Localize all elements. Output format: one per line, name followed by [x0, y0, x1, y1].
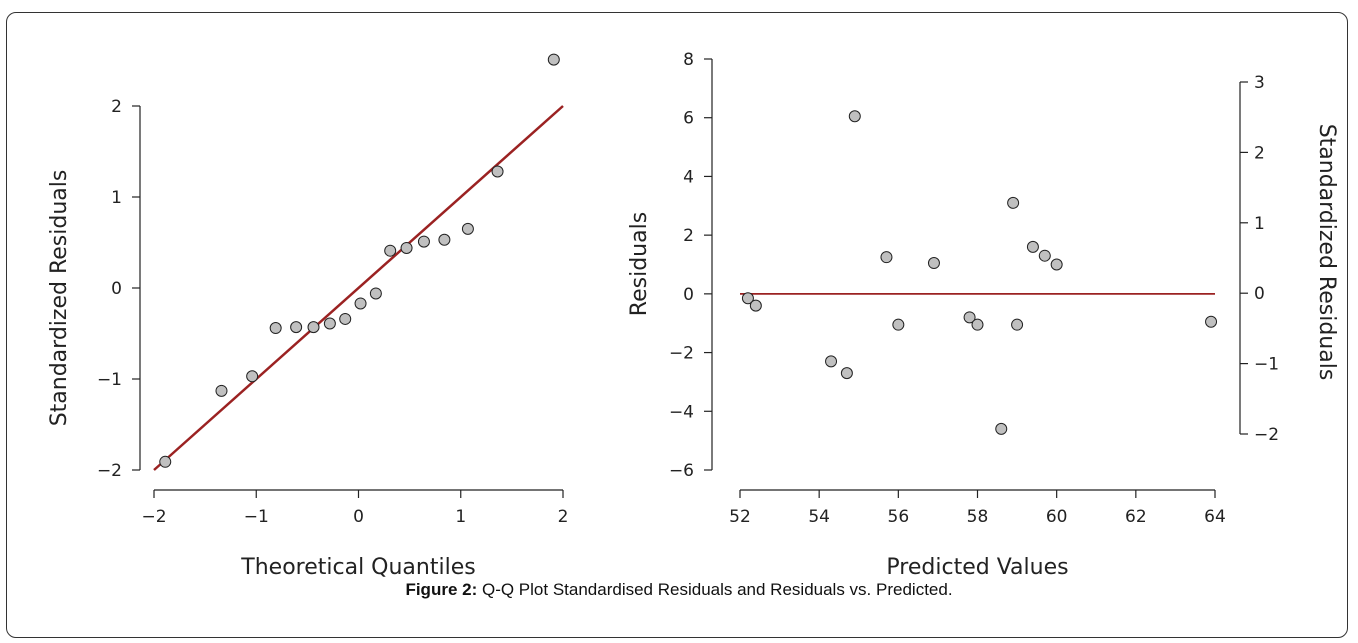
resid-x-tick-label: 58: [967, 507, 989, 527]
resid-point: [1011, 318, 1024, 331]
qq-y-tick-label: −1: [97, 370, 122, 390]
resid-point: [1038, 249, 1051, 262]
qq-point: [491, 165, 504, 178]
qq-y-tick-label: 1: [111, 188, 122, 208]
resid-y2-tick-label: 1: [1254, 214, 1265, 234]
resid-point: [848, 110, 861, 123]
figure-frame: [6, 12, 1348, 638]
resid-point: [1007, 196, 1020, 209]
qq-point: [246, 370, 259, 383]
qq-point: [400, 241, 413, 254]
resid-y2-tick-label: −1: [1254, 355, 1279, 375]
resid-y-tick-label: 0: [683, 285, 694, 305]
resid-point: [880, 251, 893, 264]
caption-text: Q-Q Plot Standardised Residuals and Resi…: [477, 580, 953, 599]
resid-y-tick-label: 8: [683, 50, 694, 70]
qq-point: [290, 321, 303, 334]
resid-y-tick-label: 6: [683, 109, 694, 129]
qq-point: [339, 312, 352, 325]
qq-x-axis-label: Theoretical Quantiles: [240, 555, 475, 580]
qq-x-tick-label: 1: [455, 507, 466, 527]
qq-x-tick-label: 0: [353, 507, 364, 527]
qq-x-tick-label: −1: [244, 507, 269, 527]
qq-point: [547, 53, 560, 66]
resid-y-tick-label: −4: [669, 402, 694, 422]
resid-x-tick-label: 52: [729, 507, 751, 527]
qq-x-tick-label: −2: [141, 507, 166, 527]
caption-label: Figure 2:: [405, 580, 478, 599]
qq-point: [438, 233, 451, 246]
resid-x-tick-label: 60: [1046, 507, 1068, 527]
qq-point: [307, 321, 320, 334]
qq-y-tick-label: 0: [111, 279, 122, 299]
resid-y-tick-label: 2: [683, 226, 694, 246]
resid-x-tick-label: 56: [888, 507, 910, 527]
qq-point: [417, 235, 430, 248]
figure-caption: Figure 2: Q-Q Plot Standardised Residual…: [0, 580, 1358, 600]
resid-point: [749, 299, 762, 312]
resid-point: [1050, 258, 1063, 271]
qq-point: [323, 317, 336, 330]
resid-x-tick-label: 62: [1125, 507, 1147, 527]
qq-y-tick-label: 2: [111, 97, 122, 117]
qq-reference-line: [153, 105, 564, 471]
qq-point: [461, 222, 474, 235]
qq-point: [159, 455, 172, 468]
qq-point: [369, 287, 382, 300]
qq-y-axis-label: Standardized Residuals: [47, 170, 72, 427]
resid-point: [1026, 240, 1039, 253]
resid-point: [971, 318, 984, 331]
resid-point: [892, 318, 905, 331]
resid-y2-tick-label: −2: [1254, 425, 1279, 445]
qq-point: [354, 297, 367, 310]
qq-point: [384, 244, 397, 257]
resid-x-tick-label: 54: [808, 507, 830, 527]
qq-x-tick-label: 2: [558, 507, 569, 527]
resid-y2-tick-label: 3: [1254, 73, 1265, 93]
resid-y-tick-label: −2: [669, 344, 694, 364]
resid-point: [1205, 315, 1218, 328]
resid-point: [995, 422, 1008, 435]
qq-point: [215, 384, 228, 397]
qq-y-tick-label: −2: [97, 461, 122, 481]
resid-y2-tick-label: 0: [1254, 284, 1265, 304]
resid-y-tick-label: −6: [669, 461, 694, 481]
resid-point: [825, 355, 838, 368]
qq-point: [269, 322, 282, 335]
resid-x-axis-label: Predicted Values: [886, 555, 1068, 580]
resid-x-tick-label: 64: [1204, 507, 1226, 527]
resid-point: [927, 257, 940, 270]
resid-point: [963, 311, 976, 324]
resid-y2-tick-label: 2: [1254, 143, 1265, 163]
resid-point: [840, 367, 853, 380]
resid-point: [741, 292, 754, 305]
resid-y2-axis-label: Standardized Residuals: [1314, 124, 1339, 381]
resid-y-tick-label: 4: [683, 167, 694, 187]
resid-y-axis-label: Residuals: [627, 212, 652, 316]
